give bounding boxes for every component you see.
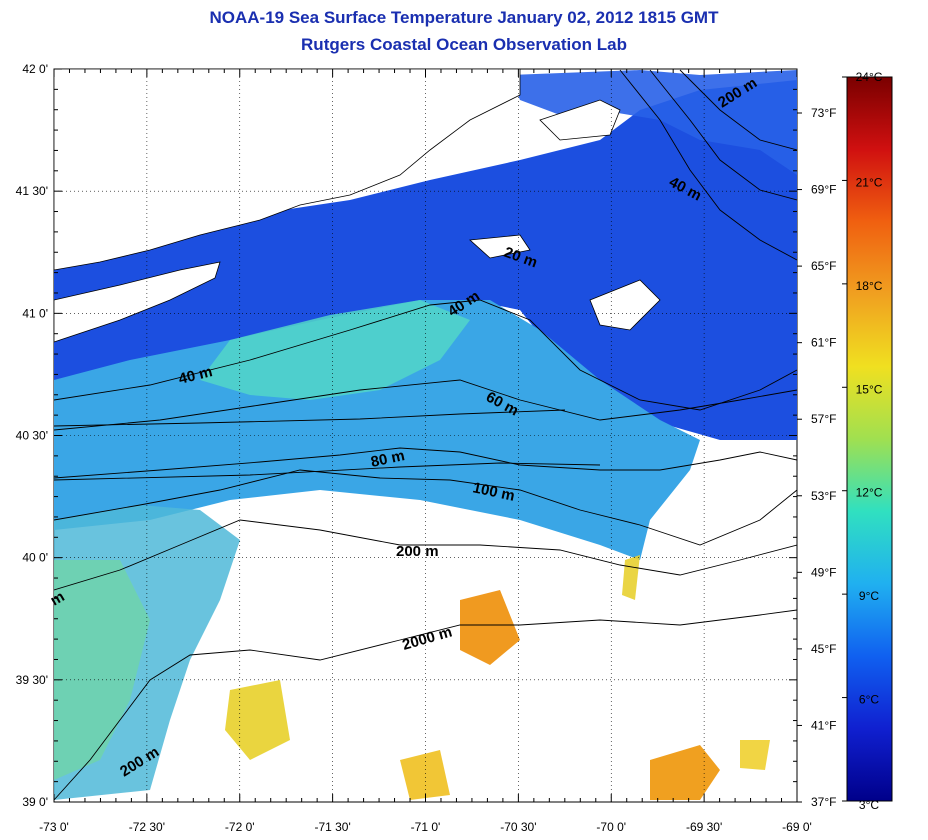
colorbar-label: 3°C bbox=[859, 798, 879, 812]
nantucket-shoals bbox=[589, 279, 661, 331]
fahrenheit-label: 41°F bbox=[811, 718, 836, 732]
lat-tick-label: 40 30' bbox=[16, 429, 48, 443]
colorbar-label: 12°C bbox=[856, 486, 883, 500]
fahrenheit-label: 69°F bbox=[811, 183, 836, 197]
fahrenheit-label: 53°F bbox=[811, 489, 836, 503]
lon-tick-label: -70 30' bbox=[500, 820, 536, 834]
lon-tick-label: -69 0' bbox=[782, 820, 812, 834]
temperature-colorbar bbox=[846, 76, 893, 802]
lat-tick-label: 42 0' bbox=[22, 62, 48, 76]
warm-patch-4 bbox=[400, 750, 450, 800]
map-title: NOAA-19 Sea Surface Temperature January … bbox=[209, 8, 719, 27]
warm-patch-1 bbox=[460, 590, 520, 665]
colorbar-labels: 24°C 21°C 18°C 15°C 12°C 9°C 6°C 3°C bbox=[842, 70, 883, 812]
colorbar-label: 6°C bbox=[859, 693, 879, 707]
mild-water-southwest bbox=[54, 560, 150, 780]
colorbar-label: 15°C bbox=[856, 382, 883, 396]
colorbar-label: 18°C bbox=[856, 279, 883, 293]
latitude-labels: 42 0' 41 30' 41 0' 40 30' 40 0' 39 30' 39 0' bbox=[16, 62, 48, 809]
warm-patch-3 bbox=[225, 680, 290, 760]
mainland-coast bbox=[54, 69, 521, 271]
warm-patch-2 bbox=[650, 745, 720, 800]
lon-tick-label: -71 30' bbox=[314, 820, 350, 834]
cape-cod bbox=[539, 99, 621, 141]
fahrenheit-label: 57°F bbox=[811, 412, 836, 426]
fahrenheit-label: 37°F bbox=[811, 795, 836, 809]
fahrenheit-label: 73°F bbox=[811, 106, 836, 120]
longitude-labels: -73 0' -72 30' -72 0' -71 30' -71 0' -70 30' -… bbox=[39, 820, 812, 834]
fahrenheit-labels: 73°F 69°F 65°F 61°F 57°F 53°F 49°F 45°F 41°F 37°F bbox=[797, 106, 836, 809]
marthas-vineyard bbox=[469, 234, 531, 259]
lon-tick-label: -73 0' bbox=[39, 820, 69, 834]
depth-label-200-center: 200 m bbox=[396, 543, 439, 560]
colorbar-label: 21°C bbox=[856, 175, 883, 189]
lat-tick-label: 40 0' bbox=[22, 551, 48, 565]
warm-patch-5 bbox=[740, 740, 770, 770]
lat-tick-label: 41 0' bbox=[22, 306, 48, 320]
lon-tick-label: -71 0' bbox=[411, 820, 441, 834]
lat-tick-label: 41 30' bbox=[16, 184, 48, 198]
lat-tick-label: 39 0' bbox=[22, 795, 48, 809]
fahrenheit-label: 45°F bbox=[811, 642, 836, 656]
lon-tick-label: -72 0' bbox=[225, 820, 255, 834]
lon-tick-label: -72 30' bbox=[129, 820, 165, 834]
depth-label-80: 80 m bbox=[369, 447, 406, 471]
colorbar-label: 9°C bbox=[859, 589, 879, 603]
bathymetry-contours bbox=[54, 69, 797, 801]
long-island bbox=[54, 261, 221, 343]
lon-tick-label: -69 30' bbox=[686, 820, 722, 834]
fahrenheit-label: 49°F bbox=[811, 565, 836, 579]
map-subtitle: Rutgers Coastal Ocean Observation Lab bbox=[301, 35, 627, 54]
mild-shelf-patch bbox=[200, 300, 470, 400]
lat-tick-label: 39 30' bbox=[16, 673, 48, 687]
frame-ticks bbox=[53, 68, 798, 803]
fahrenheit-label: 65°F bbox=[811, 259, 836, 273]
cold-water-north bbox=[510, 70, 797, 175]
colorbar-label: 24°C bbox=[856, 70, 883, 84]
fahrenheit-label: 61°F bbox=[811, 336, 836, 350]
lon-tick-label: -70 0' bbox=[596, 820, 626, 834]
